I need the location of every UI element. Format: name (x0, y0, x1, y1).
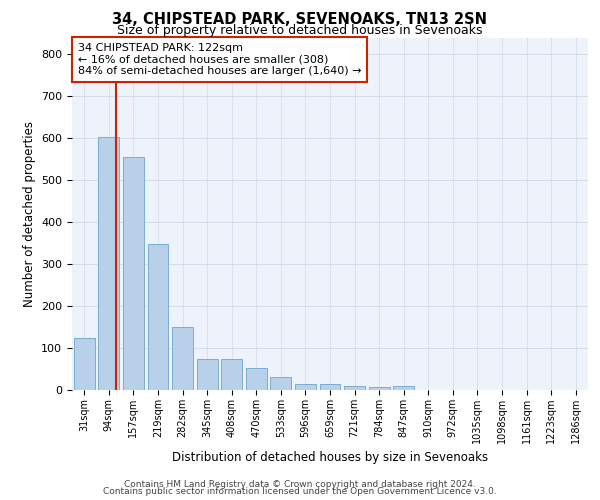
Bar (368, 386, 389, 390)
Bar (271, 376, 292, 390)
X-axis label: Distribution of detached houses by size in Sevenoaks: Distribution of detached houses by size … (172, 452, 488, 464)
Text: 34 CHIPSTEAD PARK: 122sqm
← 16% of detached houses are smaller (308)
84% of semi: 34 CHIPSTEAD PARK: 122sqm ← 16% of detac… (77, 43, 361, 76)
Bar (221, 358, 242, 390)
Text: Contains HM Land Registry data © Crown copyright and database right 2024.: Contains HM Land Registry data © Crown c… (124, 480, 476, 489)
Bar (197, 358, 218, 390)
Bar (148, 244, 169, 390)
Bar (246, 368, 267, 390)
Bar (98, 137, 119, 390)
Text: Size of property relative to detached houses in Sevenoaks: Size of property relative to detached ho… (117, 24, 483, 37)
Text: 34, CHIPSTEAD PARK, SEVENOAKS, TN13 2SN: 34, CHIPSTEAD PARK, SEVENOAKS, TN13 2SN (113, 12, 487, 28)
Bar (172, 327, 193, 390)
Bar (74, 338, 95, 390)
Bar (123, 157, 144, 390)
Bar (344, 386, 365, 390)
Bar (295, 384, 316, 390)
Bar (320, 384, 340, 390)
Text: Contains public sector information licensed under the Open Government Licence v3: Contains public sector information licen… (103, 487, 497, 496)
Y-axis label: Number of detached properties: Number of detached properties (23, 120, 35, 306)
Bar (393, 386, 414, 390)
